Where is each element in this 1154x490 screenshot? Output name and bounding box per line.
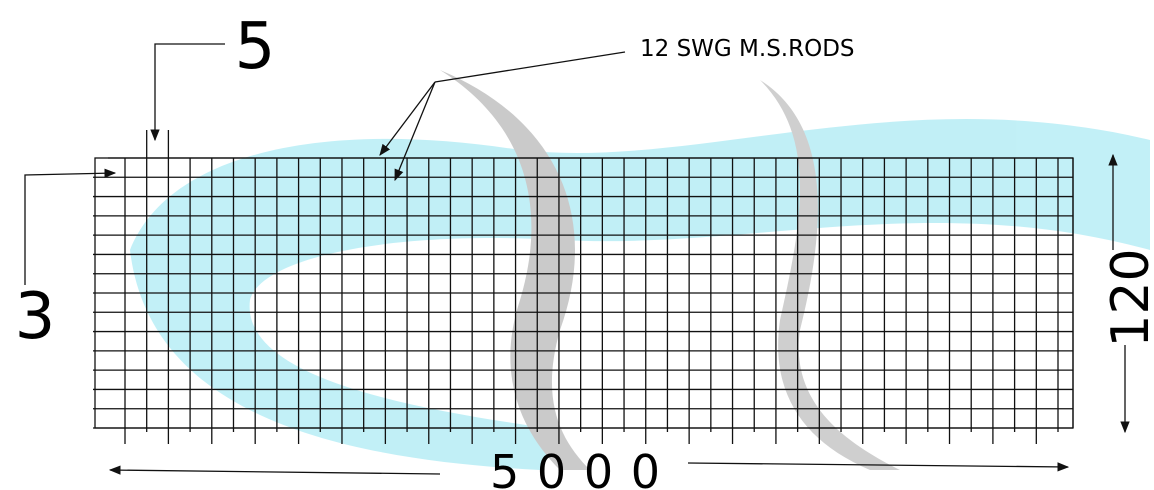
watermark [130,70,1150,470]
length-arrow-right [687,462,1070,472]
spacing-top-label: 5 [235,10,276,84]
length-arrow-left [108,465,441,475]
rods-arrow-2 [394,81,436,182]
rods-arrow-1 [379,81,436,156]
spacing-top-arrow [150,43,225,142]
spacing-left-label: 3 [15,280,56,354]
spacing-left-arrow [24,168,117,285]
rods-label: 12 SWG M.S.RODS [640,36,855,62]
rods-leader [434,51,626,83]
mesh-grid [93,130,1073,444]
height-label: 120 [1101,248,1154,347]
